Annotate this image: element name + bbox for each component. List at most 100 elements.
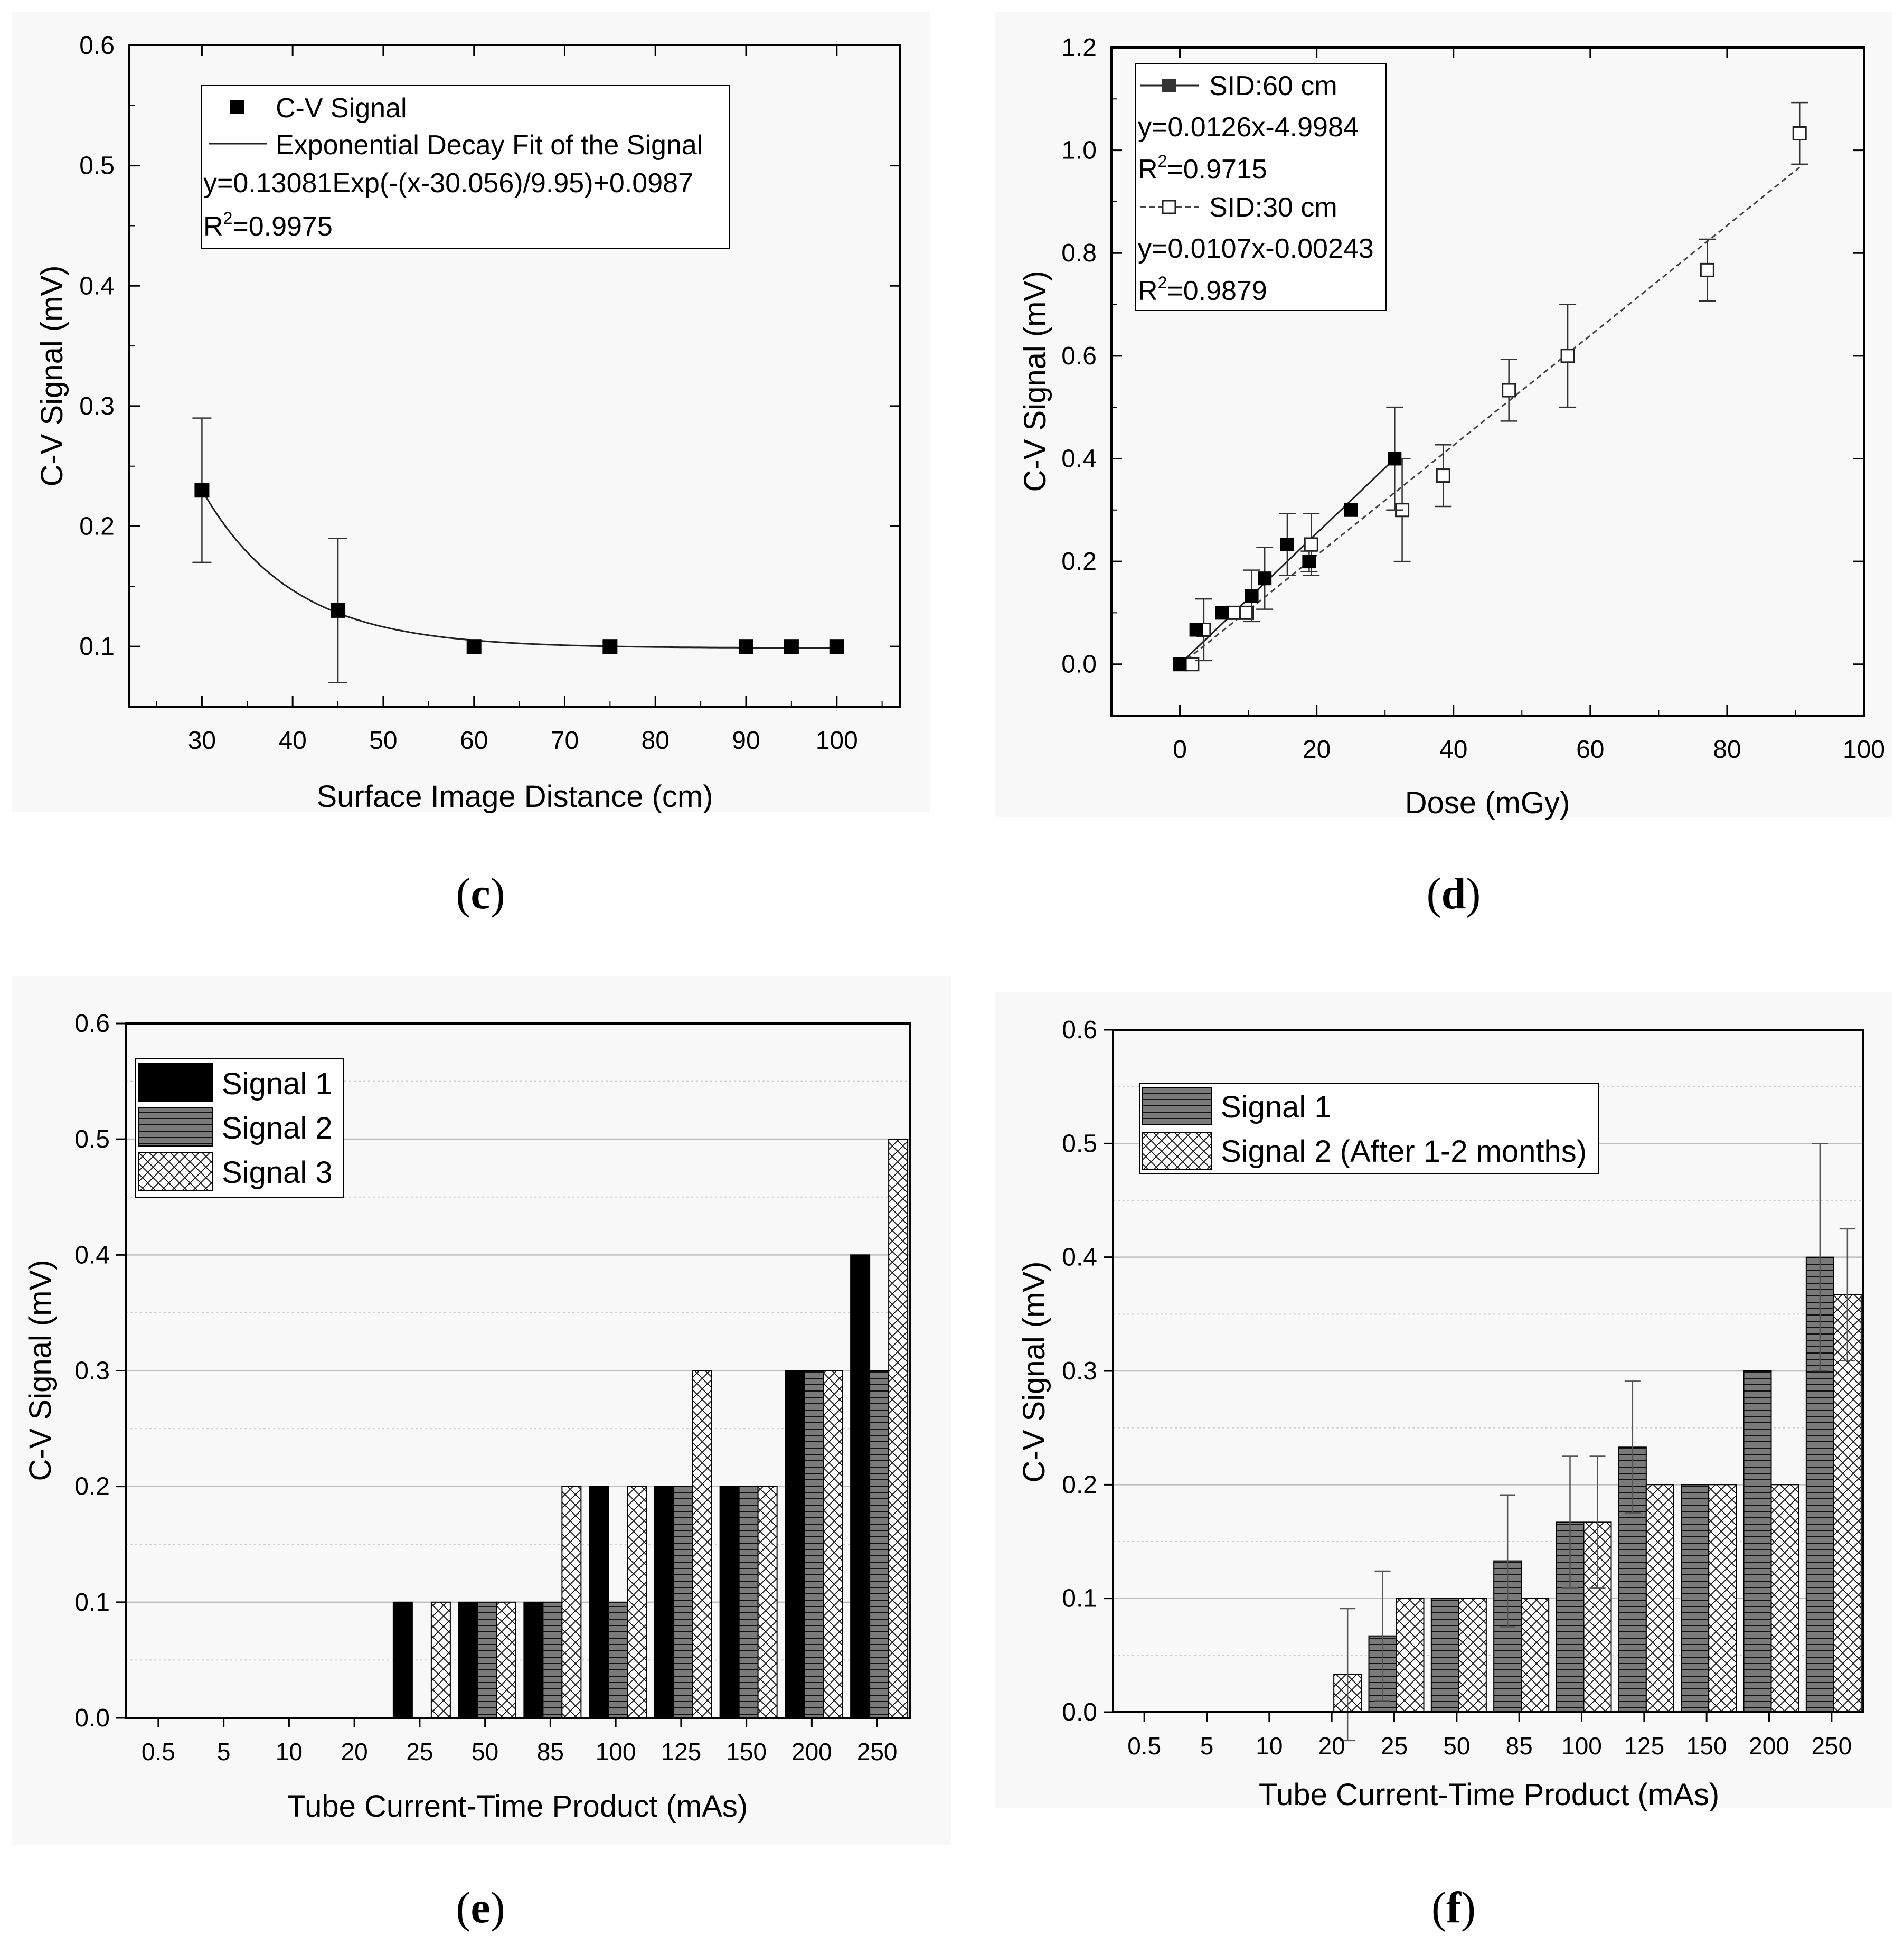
chart-e-x-tick-label: 200 [791, 1738, 832, 1765]
chart-e-x-tick-label: 20 [341, 1738, 368, 1765]
chart-d-point-sid30 [1304, 537, 1318, 552]
chart-c-x-tick-label: 100 [816, 727, 858, 755]
chart-e-y-tick-label: 0.6 [74, 1010, 110, 1038]
chart-f-x-tick-label: 25 [1381, 1732, 1408, 1760]
chart-e-y-axis-label: C-V Signal (mV) [23, 1260, 58, 1481]
chart-f-x-tick-label: 125 [1624, 1732, 1664, 1760]
chart-c-x-tick-label: 40 [278, 727, 306, 755]
chart-f-legend-box [1139, 1083, 1599, 1174]
chart-e: 0.0 0.1 0.2 0.3 0.4 0.5 0.6 0.5 5 10 20 25 50 85 100 12… [23, 1010, 911, 1824]
chart-e-bar [869, 1370, 890, 1718]
chart-d-point-sid30 [1185, 657, 1200, 672]
chart-f-y-tick-label: 0.6 [1062, 1016, 1097, 1044]
chart-c-marks [192, 417, 844, 683]
chart-d-point-sid60 [1280, 537, 1294, 551]
chart-c-legend: C-V Signal Exponential Decay Fit of the … [201, 85, 730, 249]
chart-e-x-tick-label: 5 [217, 1738, 231, 1765]
chart-d: 0 20 40 60 80 100 0.0 0.2 0.4 0.6 0.8 1.0 1.2 Dose (… [1018, 34, 1885, 820]
chart-c-y-tick-label: 0.1 [79, 633, 115, 661]
chart-e-x-tick-label: 250 [857, 1738, 898, 1765]
chart-c: 30 40 50 60 70 80 90 100 0.1 0.2 0.3 0.4 0.5 0.6 Surf… [35, 32, 901, 814]
chart-c-legend-marker-square [230, 100, 244, 114]
chart-c-plot-frame [128, 44, 901, 708]
chart-d-legend-box [1135, 63, 1387, 311]
chart-e-bar [738, 1486, 759, 1719]
chart-d-x-tick-label: 80 [1713, 736, 1741, 764]
chart-f-x-tick-label: 10 [1256, 1732, 1283, 1760]
chart-f-y-tick-label: 0.1 [1062, 1585, 1097, 1613]
chart-e-bar [523, 1601, 544, 1718]
chart-e-legend: Signal 1 Signal 2 Signal 3 [135, 1058, 344, 1198]
chart-e-y-tick-label: 0.5 [74, 1125, 110, 1153]
chart-e-y-tick-label: 0.3 [74, 1357, 110, 1385]
chart-f-bar [1770, 1484, 1799, 1713]
chart-c-legend-equation: y=0.13081Exp(-(x-30.056)/9.95)+0.0987 [203, 168, 693, 199]
chart-c-legend-box [201, 85, 730, 249]
chart-c-legend-label-fit: Exponential Decay Fit of the Signal [276, 130, 703, 161]
chart-c-y-tick-label: 0.5 [79, 152, 115, 180]
chart-c-point [829, 639, 844, 654]
chart-d-x-tick-label: 40 [1439, 736, 1467, 764]
chart-e-legend-swatch-signal1 [138, 1063, 213, 1102]
chart-d-y-tick-label: 1.2 [1061, 34, 1097, 62]
chart-d-point-sid60 [1215, 606, 1229, 620]
chart-e-plot-frame [125, 1022, 911, 1719]
chart-e-x-tick-label: 50 [472, 1738, 498, 1765]
chart-f-legend-swatch-signal1 [1142, 1087, 1212, 1125]
chart-c-x-tick-label: 60 [460, 727, 488, 755]
chart-c-y-tick-label: 0.3 [79, 392, 115, 420]
chart-d-point-sid30 [1436, 468, 1450, 483]
chart-d-y-tick-label: 0.2 [1061, 548, 1097, 576]
chart-c-y-tick-label: 0.6 [79, 32, 115, 60]
chart-e-legend-swatch-signal3 [138, 1152, 213, 1191]
chart-c-legend-label-signal: C-V Signal [276, 93, 407, 124]
chart-e-bar [757, 1486, 778, 1719]
chart-f-ticks: 0.0 0.1 0.2 0.3 0.4 0.5 0.6 0.5 5 10 20 25 50 85 100 12… [1062, 1016, 1852, 1760]
chart-e-x-axis-label: Tube Current-Time Product (mAs) [287, 1789, 748, 1824]
chart-f-x-tick-label: 250 [1811, 1732, 1852, 1760]
chart-d-point-sid60 [1388, 452, 1402, 466]
chart-c-point [331, 603, 346, 618]
chart-e-grid [126, 1080, 910, 1661]
chart-d-point-sid30 [1560, 349, 1575, 363]
chart-d-legend-label-sid30: SID:30 cm [1209, 192, 1337, 223]
chart-c-x-tick-label: 70 [551, 727, 579, 755]
chart-d-y-tick-label: 0.0 [1061, 651, 1097, 679]
chart-f-x-tick-label: 85 [1506, 1732, 1533, 1760]
chart-e-legend-label-signal3: Signal 3 [222, 1155, 333, 1190]
panel-label-e: (e) [456, 1883, 505, 1932]
panel-label-f: (f) [1431, 1883, 1476, 1932]
chart-e-bar [692, 1370, 712, 1718]
chart-f-bar [1743, 1370, 1772, 1713]
chart-e-bar [888, 1139, 909, 1719]
chart-e-x-tick-label: 150 [726, 1738, 767, 1765]
chart-d-x-tick-label: 0 [1173, 736, 1187, 764]
chart-d-marks [1173, 101, 1808, 672]
chart-e-legend-label-signal2: Signal 2 [222, 1111, 333, 1145]
chart-f: 0.0 0.1 0.2 0.3 0.4 0.5 0.6 0.5 5 10 20 25 50 85 100 12… [1017, 1016, 1864, 1812]
chart-e-bar [477, 1601, 497, 1718]
chart-d-x-axis-label: Dose (mGy) [1405, 786, 1570, 820]
chart-f-x-tick-label: 200 [1749, 1732, 1789, 1760]
chart-e-bar [804, 1370, 824, 1718]
chart-c-legend-r2: R2=0.9975 [203, 209, 333, 242]
chart-f-x-tick-label: 150 [1686, 1732, 1727, 1760]
chart-d-point-sid60 [1344, 503, 1358, 517]
chart-d-legend-label-sid60: SID:60 cm [1209, 71, 1337, 101]
chart-d-plot-frame [1110, 46, 1865, 717]
chart-d-x-tick-label: 100 [1843, 736, 1885, 764]
chart-d-point-sid60 [1173, 657, 1187, 671]
chart-f-bar [1430, 1598, 1459, 1713]
chart-e-bar [589, 1486, 609, 1719]
chart-f-plot-frame [1112, 1029, 1864, 1713]
chart-e-x-tick-label: 85 [537, 1738, 564, 1765]
chart-e-bar [673, 1486, 693, 1719]
chart-f-x-tick-label: 5 [1200, 1732, 1214, 1760]
chart-d-y-tick-label: 1.0 [1061, 137, 1097, 165]
chart-c-y-tick-label: 0.4 [79, 272, 115, 300]
chart-d-point-sid60 [1302, 555, 1316, 569]
chart-c-x-axis-label: Surface Image Distance (cm) [316, 779, 713, 814]
chart-c-point [194, 483, 210, 498]
chart-c-x-tick-label: 90 [732, 727, 760, 755]
chart-f-legend-label-signal1: Signal 1 [1221, 1090, 1332, 1124]
